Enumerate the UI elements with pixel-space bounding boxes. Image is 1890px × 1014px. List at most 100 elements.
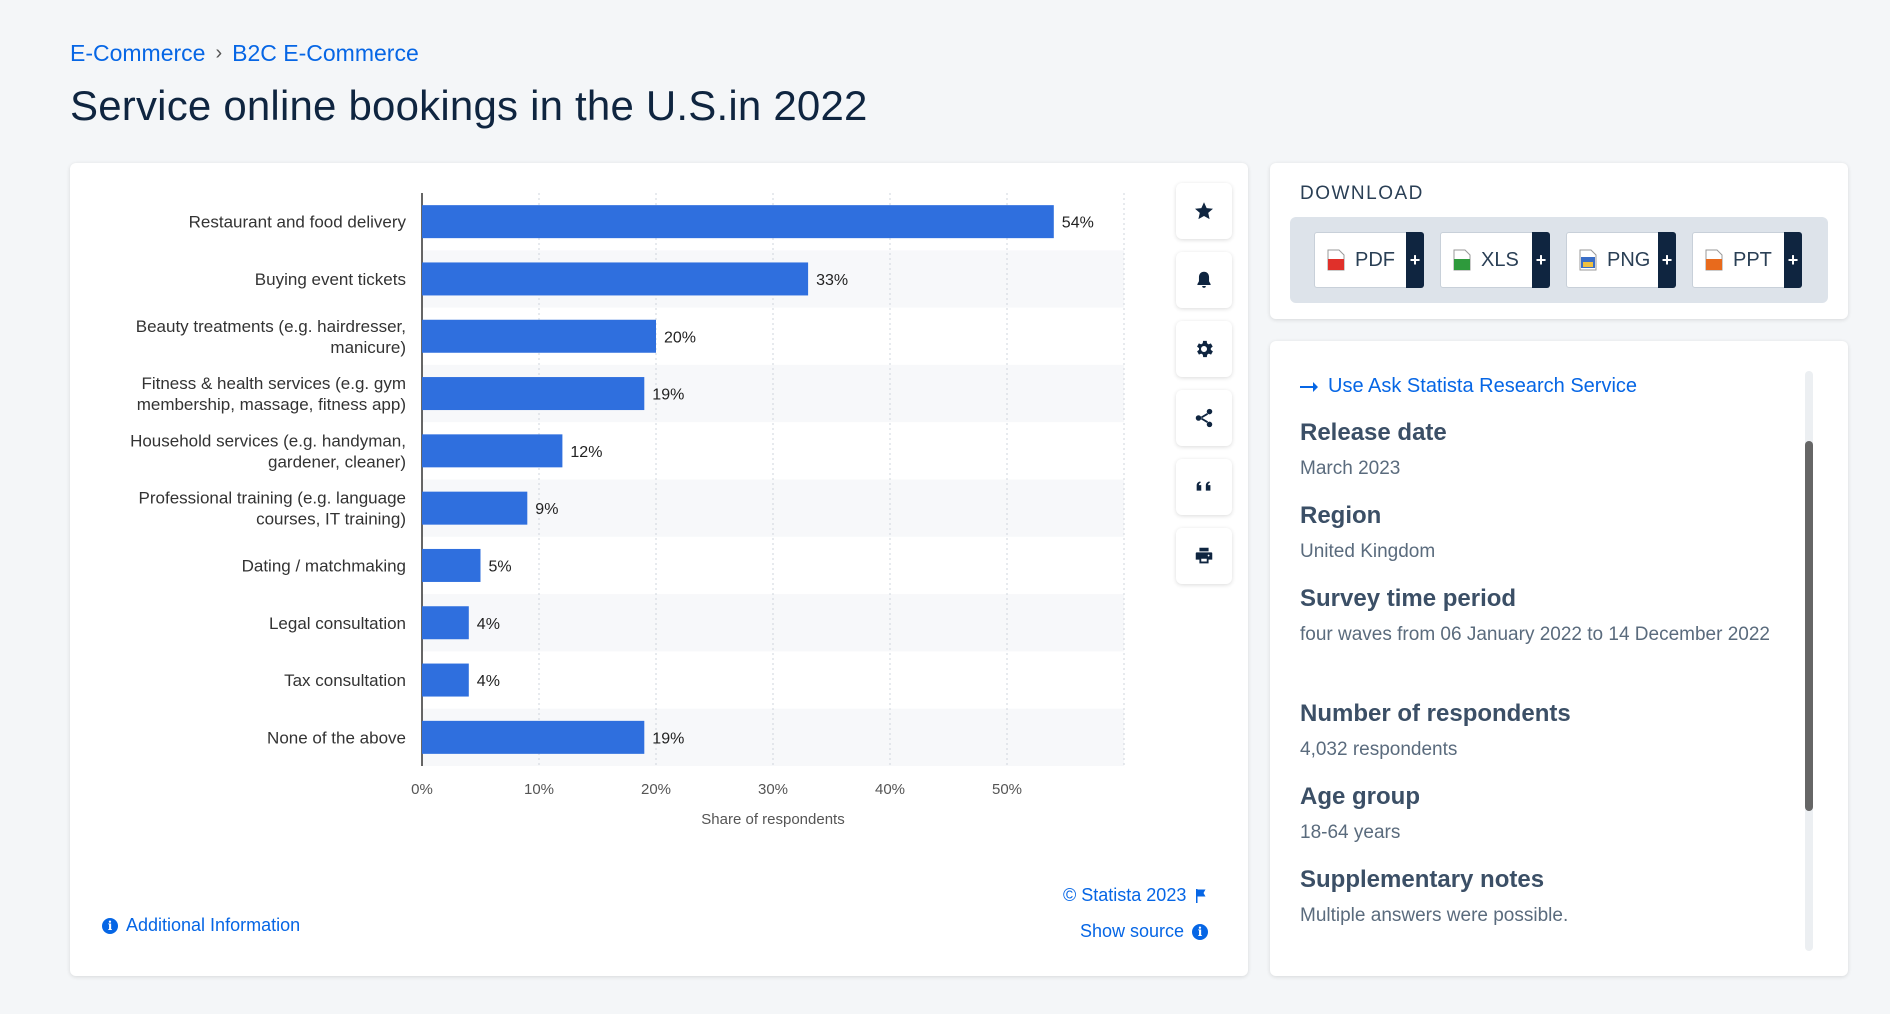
release-date-heading: Release date — [1300, 419, 1447, 446]
category-label-line: Household services (e.g. handyman, — [130, 431, 406, 450]
info-icon: i — [1192, 923, 1209, 940]
breadcrumb-separator: › — [215, 42, 223, 64]
category-label: Fitness & health services (e.g. gym membe… — [137, 374, 406, 414]
share-button[interactable] — [1176, 390, 1232, 446]
print-icon — [1195, 547, 1213, 564]
age-group-section: Age group 18-64 years — [1300, 783, 1780, 848]
ask-statista-text: Use Ask Statista Research Service — [1328, 375, 1638, 397]
breadcrumb-b2c-ecommerce[interactable]: B2C E-Commerce — [232, 40, 419, 66]
scrollbar-thumb[interactable] — [1805, 441, 1813, 811]
category-label: Beauty treatments (e.g. hairdresser, mani… — [136, 317, 406, 357]
plus-icon: + — [1784, 232, 1802, 288]
category-label-line: Buying event tickets — [255, 270, 406, 289]
statista-credit[interactable]: © Statista 2023 — [1063, 885, 1208, 906]
bar-chart: 54% Restaurant and food delivery 33% Buying… — [130, 193, 1125, 828]
png-file-icon — [1579, 249, 1597, 271]
bar — [422, 720, 645, 754]
bar-value-label: 19% — [652, 387, 684, 404]
bar-value-label: 4% — [477, 616, 500, 633]
bar — [422, 491, 528, 525]
bar-value-label: 4% — [477, 673, 500, 690]
age-group-value: 18-64 years — [1300, 822, 1401, 843]
respondents-section: Number of respondents 4,032 respondents — [1300, 700, 1780, 765]
bar-value-label: 9% — [535, 501, 558, 518]
plus-icon: + — [1532, 232, 1550, 288]
category-label: Restaurant and food delivery — [189, 213, 407, 232]
bell-icon — [1197, 271, 1211, 288]
gear-icon — [1197, 340, 1213, 358]
bar-value-label: 5% — [489, 558, 512, 575]
bar-value-label: 19% — [652, 730, 684, 747]
category-label-line: Tax consultation — [284, 671, 406, 690]
print-button[interactable] — [1176, 528, 1232, 584]
respondents-value: 4,032 respondents — [1300, 739, 1458, 760]
region-heading: Region — [1300, 502, 1382, 529]
download-png-button[interactable]: PNG + — [1566, 232, 1676, 288]
bar — [422, 548, 481, 582]
share-icon — [1195, 408, 1213, 428]
x-tick-label: 30% — [758, 781, 788, 798]
respondents-heading: Number of respondents — [1300, 700, 1571, 727]
category-label-line: courses, IT training) — [256, 510, 406, 529]
category-label: Dating / matchmaking — [242, 556, 406, 575]
category-label-line: Beauty treatments (e.g. hairdresser, — [136, 317, 406, 336]
category-label-line: Dating / matchmaking — [242, 556, 406, 575]
survey-period-heading: Survey time period — [1300, 585, 1517, 612]
bar-value-label: 12% — [570, 444, 602, 461]
category-label-line: Fitness & health services (e.g. gym — [141, 374, 406, 393]
download-options: PDF + XLS + PNG + PPT + — [1290, 217, 1828, 303]
row-band — [422, 594, 1124, 652]
supplementary-notes-section: Supplementary notes Multiple answers wer… — [1300, 866, 1780, 931]
plus-icon: + — [1658, 232, 1676, 288]
region-value: United Kingdom — [1300, 541, 1436, 562]
download-png-label: PNG — [1607, 248, 1651, 271]
info-icon: i — [102, 917, 118, 934]
cite-button[interactable] — [1176, 459, 1232, 515]
additional-information-link[interactable]: i Additional Information — [102, 915, 300, 936]
flag-icon — [1196, 888, 1206, 903]
ask-statista-link[interactable]: Use Ask Statista Research Service — [1300, 375, 1637, 398]
settings-button[interactable] — [1176, 321, 1232, 377]
show-source-link[interactable]: Show source i — [1080, 921, 1209, 942]
category-label-line: membership, massage, fitness app) — [137, 395, 406, 414]
category-label-line: None of the above — [267, 728, 406, 747]
bar — [422, 262, 809, 296]
bar-value-label: 33% — [816, 272, 848, 289]
x-axis-label: Share of respondents — [701, 811, 844, 828]
category-label: Tax consultation — [284, 671, 406, 690]
xls-file-icon — [1453, 249, 1471, 271]
download-pdf-button[interactable]: PDF + — [1314, 232, 1424, 288]
bar — [422, 377, 645, 411]
download-xls-button[interactable]: XLS + — [1440, 232, 1550, 288]
download-ppt-button[interactable]: PPT + — [1692, 232, 1802, 288]
show-source-text: Show source — [1080, 921, 1185, 941]
bar — [422, 606, 469, 640]
breadcrumb-ecommerce[interactable]: E-Commerce — [70, 40, 206, 66]
region-section: Region United Kingdom — [1300, 502, 1780, 567]
download-ppt-label: PPT — [1733, 248, 1772, 271]
supplementary-notes-value: Multiple answers were possible. — [1300, 905, 1569, 926]
bar — [422, 434, 563, 468]
ppt-file-icon — [1705, 249, 1723, 271]
category-label-line: Restaurant and food delivery — [189, 213, 407, 232]
bar — [422, 319, 656, 353]
category-label-line: manicure) — [330, 338, 406, 357]
plus-icon: + — [1406, 232, 1424, 288]
credit-text: © Statista 2023 — [1063, 885, 1187, 905]
survey-period-section: Survey time period four waves from 06 Ja… — [1300, 585, 1780, 650]
x-tick-label: 10% — [524, 781, 554, 798]
category-label-line: gardener, cleaner) — [268, 452, 406, 471]
notification-button[interactable] — [1176, 252, 1232, 308]
star-icon — [1195, 202, 1213, 220]
x-tick-label: 40% — [875, 781, 905, 798]
favorite-button[interactable] — [1176, 183, 1232, 239]
x-tick-label: 20% — [641, 781, 671, 798]
x-tick-label: 0% — [411, 781, 433, 798]
survey-period-value: four waves from 06 January 2022 to 14 De… — [1300, 624, 1770, 645]
statistic-details-card: Use Ask Statista Research Service Releas… — [1270, 341, 1848, 976]
page-title: Service online bookings in the U.S.in 20… — [70, 82, 868, 129]
x-tick-label: 50% — [992, 781, 1022, 798]
release-date-value: March 2023 — [1300, 458, 1401, 479]
bar-value-label: 54% — [1062, 215, 1094, 232]
category-label: Household services (e.g. handyman, garden… — [130, 431, 406, 471]
